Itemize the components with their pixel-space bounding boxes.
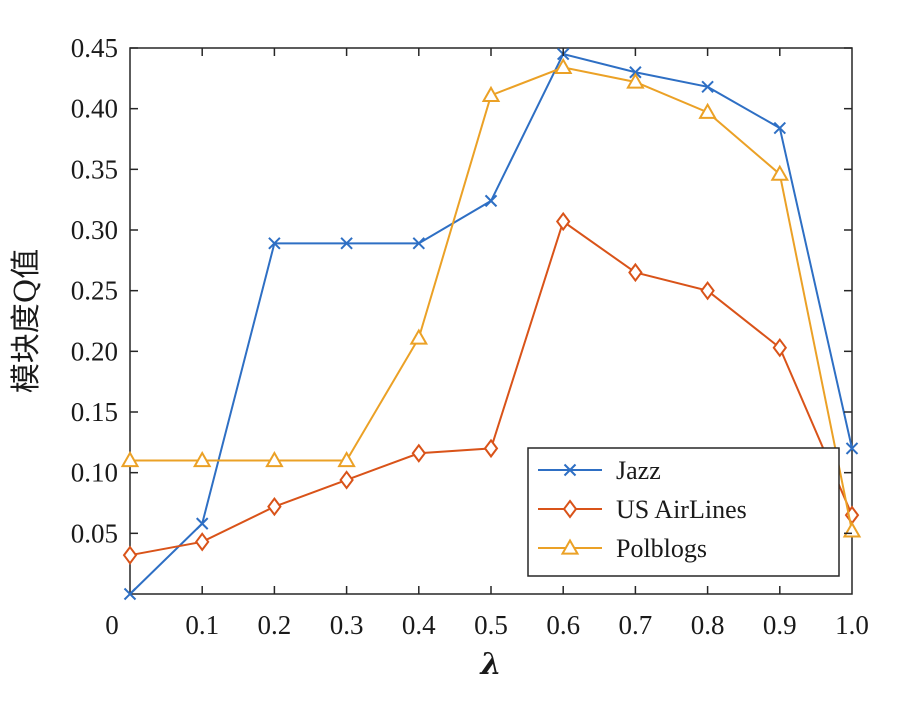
data-point-stroke	[412, 237, 426, 250]
data-point	[268, 237, 281, 250]
data-point	[555, 211, 571, 232]
data-point-stroke	[123, 587, 137, 601]
data-point-stroke	[195, 517, 209, 530]
x-axis-label: λ	[478, 647, 501, 682]
x-tick-label: 0.4	[402, 610, 436, 640]
data-point-stroke	[268, 237, 281, 250]
series-us-airlines	[122, 211, 860, 565]
y-tick-label: 0.45	[71, 33, 118, 63]
x-tick-label: 1.0	[835, 610, 869, 640]
data-point	[701, 80, 714, 94]
x-tick-label: 0.6	[546, 610, 580, 640]
data-point	[773, 121, 787, 135]
data-point	[628, 262, 643, 283]
x-axis-ticks: 0 0.1 0.2 0.3 0.4 0.5 0.6 0.7 0.8 0.9 1.0	[105, 48, 869, 640]
data-point	[194, 532, 210, 552]
x-tick-label: 0.9	[763, 610, 797, 640]
data-point	[770, 164, 790, 181]
data-point	[411, 443, 427, 463]
data-point	[629, 66, 642, 79]
legend: Jazz US AirLines Polblogs	[527, 447, 840, 577]
x-tick-label: 0.7	[619, 610, 653, 640]
data-point	[563, 463, 577, 477]
data-point	[483, 438, 499, 459]
y-tick-label: 0.40	[71, 94, 118, 124]
legend-box	[527, 447, 840, 577]
y-tick-label: 0.20	[71, 336, 118, 366]
data-point-stroke	[701, 80, 714, 94]
data-point	[553, 57, 573, 75]
data-point	[122, 545, 138, 565]
series-layer	[120, 47, 862, 601]
data-point-stroke	[629, 66, 642, 79]
data-point	[562, 499, 578, 519]
y-tick-label: 0.25	[71, 276, 118, 306]
data-point	[842, 521, 862, 538]
y-tick-label: 0.30	[71, 215, 118, 245]
x-tick-label: 0.1	[185, 610, 219, 640]
data-point-stroke	[340, 237, 353, 250]
data-point-stroke	[563, 463, 577, 477]
data-point	[698, 102, 717, 119]
data-point-stroke	[773, 121, 787, 135]
x-tick-label: 0	[105, 610, 119, 640]
y-axis-label: 模块度Q值	[9, 249, 44, 394]
data-point-stroke	[484, 194, 498, 208]
x-tick-label: 0.3	[330, 610, 364, 640]
data-point	[560, 538, 580, 555]
data-point	[772, 338, 788, 358]
data-point	[195, 517, 209, 530]
y-tick-label: 0.35	[71, 154, 118, 184]
data-point	[337, 451, 356, 468]
data-point	[340, 237, 353, 250]
data-point	[700, 280, 715, 301]
x-tick-label: 0.5	[474, 610, 508, 640]
data-point	[412, 237, 426, 250]
y-tick-label: 0.05	[71, 518, 118, 548]
series-jazz	[123, 47, 859, 601]
data-point	[339, 470, 354, 490]
series-polblogs	[120, 57, 862, 538]
data-point	[484, 194, 498, 208]
legend-label: Polblogs	[616, 534, 707, 563]
data-point	[845, 442, 859, 455]
data-point	[192, 451, 212, 468]
x-tick-label: 0.2	[258, 610, 292, 640]
data-point	[267, 496, 282, 517]
data-point	[123, 587, 137, 601]
legend-label: US AirLines	[616, 495, 747, 524]
legend-label: Jazz	[616, 456, 661, 485]
data-point	[120, 451, 140, 468]
x-tick-label: 0.8	[691, 610, 725, 640]
data-point	[481, 85, 501, 102]
y-tick-label: 0.10	[71, 458, 118, 488]
y-tick-label: 0.15	[71, 397, 118, 427]
data-point-stroke	[845, 442, 859, 455]
data-point	[265, 451, 284, 468]
data-point	[409, 328, 429, 345]
y-axis-ticks: 0.05 0.10 0.15 0.20 0.25 0.30 0.35 0.40 0.45	[71, 33, 852, 548]
data-point	[626, 72, 645, 89]
